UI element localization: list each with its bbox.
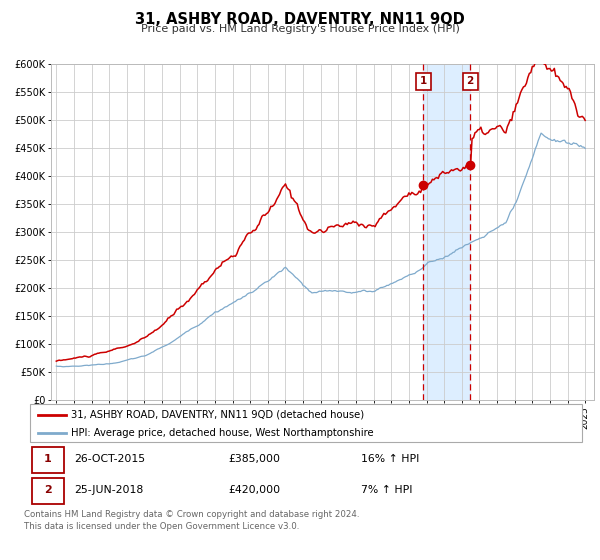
Text: 7% ↑ HPI: 7% ↑ HPI (361, 486, 413, 495)
Text: 25-JUN-2018: 25-JUN-2018 (74, 486, 143, 495)
Text: 31, ASHBY ROAD, DAVENTRY, NN11 9QD: 31, ASHBY ROAD, DAVENTRY, NN11 9QD (135, 12, 465, 27)
Text: HPI: Average price, detached house, West Northamptonshire: HPI: Average price, detached house, West… (71, 428, 374, 438)
Text: 2: 2 (467, 76, 474, 86)
Text: 1: 1 (44, 455, 52, 464)
Text: 31, ASHBY ROAD, DAVENTRY, NN11 9QD (detached house): 31, ASHBY ROAD, DAVENTRY, NN11 9QD (deta… (71, 409, 365, 419)
Text: Contains HM Land Registry data © Crown copyright and database right 2024.: Contains HM Land Registry data © Crown c… (24, 510, 359, 519)
Text: £385,000: £385,000 (229, 455, 281, 464)
Text: £420,000: £420,000 (229, 486, 281, 495)
FancyBboxPatch shape (32, 478, 64, 504)
Text: 26-OCT-2015: 26-OCT-2015 (74, 455, 145, 464)
FancyBboxPatch shape (32, 447, 64, 473)
Text: 2: 2 (44, 486, 52, 495)
Text: Price paid vs. HM Land Registry's House Price Index (HPI): Price paid vs. HM Land Registry's House … (140, 24, 460, 34)
FancyBboxPatch shape (30, 404, 582, 442)
Text: 1: 1 (420, 76, 427, 86)
Bar (424, 64, 470, 400)
Text: This data is licensed under the Open Government Licence v3.0.: This data is licensed under the Open Gov… (24, 522, 299, 531)
Text: 16% ↑ HPI: 16% ↑ HPI (361, 455, 419, 464)
